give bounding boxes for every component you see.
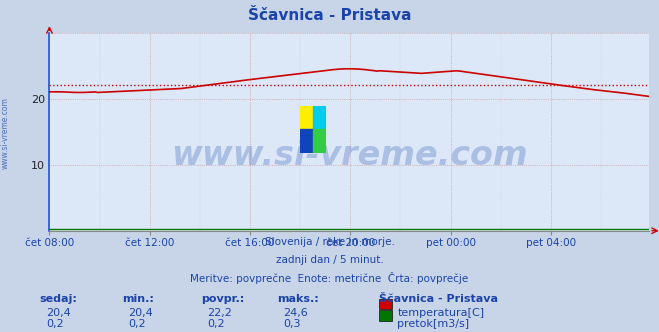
Text: povpr.:: povpr.:: [201, 294, 244, 304]
Text: temperatura[C]: temperatura[C]: [397, 308, 484, 318]
Text: Ščavnica - Pristava: Ščavnica - Pristava: [248, 8, 411, 23]
Text: 22,2: 22,2: [208, 308, 233, 318]
Text: www.si-vreme.com: www.si-vreme.com: [1, 97, 10, 169]
Text: min.:: min.:: [122, 294, 154, 304]
Text: pretok[m3/s]: pretok[m3/s]: [397, 319, 469, 329]
Text: 0,2: 0,2: [208, 319, 225, 329]
Text: zadnji dan / 5 minut.: zadnji dan / 5 minut.: [275, 255, 384, 265]
Text: maks.:: maks.:: [277, 294, 318, 304]
Bar: [313, 106, 326, 129]
Text: 20,4: 20,4: [129, 308, 154, 318]
Text: 0,2: 0,2: [129, 319, 146, 329]
Bar: [313, 129, 326, 153]
Text: www.si-vreme.com: www.si-vreme.com: [171, 139, 528, 172]
Text: 0,3: 0,3: [283, 319, 301, 329]
Text: Ščavnica - Pristava: Ščavnica - Pristava: [379, 294, 498, 304]
Bar: [300, 129, 313, 153]
Text: 0,2: 0,2: [46, 319, 64, 329]
Bar: [300, 106, 313, 129]
Text: Slovenija / reke in morje.: Slovenija / reke in morje.: [264, 237, 395, 247]
Text: sedaj:: sedaj:: [40, 294, 77, 304]
Text: Meritve: povprečne  Enote: metrične  Črta: povprečje: Meritve: povprečne Enote: metrične Črta:…: [190, 272, 469, 284]
Text: 24,6: 24,6: [283, 308, 308, 318]
Text: 20,4: 20,4: [46, 308, 71, 318]
